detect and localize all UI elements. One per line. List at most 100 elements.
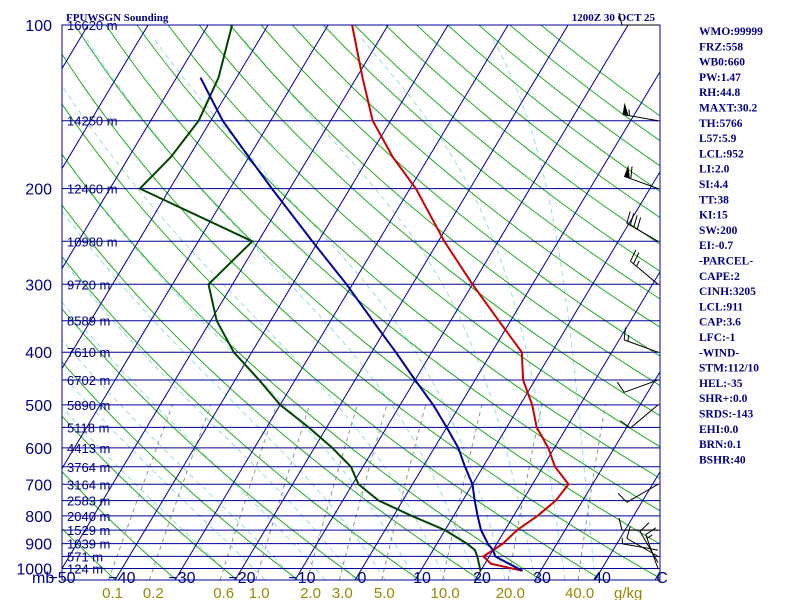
height-label: 5118 m [67,420,109,435]
wind-barb-full [633,252,640,264]
header-time: 1200Z 30 OCT 25 [572,12,656,24]
index-value: CAP:3.6 [699,317,741,329]
mixing-ratio-line [148,404,212,580]
index-value: RH:44.8 [699,87,740,99]
moist-adiabat [359,36,566,580]
wind-barb-staff [630,260,659,285]
wind-barb-staff [622,113,659,122]
wind-barb-full [633,215,638,228]
wind-barb-full [623,327,626,340]
height-label: 5890 m [67,398,110,413]
wind-barb-staff [626,222,659,242]
wind-barb [623,327,659,353]
mixing-ratio-label: 20.0 [496,585,525,600]
mixing-ratio-label: 1.0 [249,585,270,600]
wind-barb [620,404,659,429]
moist-adiabat [62,84,446,580]
isotherm [594,470,660,580]
temperature-tick-label: −20 [228,570,255,587]
index-value: PW:1.47 [699,72,741,84]
moist-adiabat [151,36,506,580]
wind-barb-flag [622,102,629,116]
mixing-ratio-axis: 0.1 0.2 0.6 1.0 2.0 3.0 5.0 10.0 20.0 40.0 g/kg [102,585,642,600]
index-value: STM:112/10 [699,363,759,375]
height-label: 3764 m [67,460,110,475]
mixing-ratio-line [338,404,388,580]
wind-barb [618,12,658,26]
isotherm [62,25,269,370]
height-label: 2040 m [67,509,110,524]
mixing-ratio-line [255,404,311,580]
wind-barb [626,211,659,242]
index-value: CINH:3205 [699,286,756,298]
temperature-tick-label: 40 [593,570,611,587]
index-value: WB0:660 [699,57,745,69]
index-value: KI:15 [699,210,728,222]
moist-adiabat [62,153,416,580]
temperature-axis: −50 −40 −30 −20 −10 0 10 20 30 40 C [48,570,667,587]
pressure-label: 700 [25,477,52,494]
dry-adiabat [291,25,660,328]
mixing-ratio-label: 5.0 [374,585,395,600]
dry-adiabat [74,25,660,545]
index-value: MAXT:30.2 [699,103,757,115]
temperature-profile [351,25,570,572]
wind-barb [626,526,659,557]
isotherm [0,25,28,580]
height-label: 12460 m [67,182,118,197]
wind-barb [629,249,659,285]
dry-adiabat [62,361,299,580]
isotherm [174,25,509,580]
dry-adiabat [62,527,116,580]
index-value: HEL:-35 [699,378,743,390]
pressure-label: 300 [25,277,52,294]
index-value: EI:-0.7 [699,240,733,252]
index-value: LFC:-1 [699,332,736,344]
wind-barb [624,165,659,190]
wind-barb-staff [630,404,659,429]
moist-adiabat [62,339,296,580]
dry-adiabat [105,25,660,512]
moist-adiabat [84,36,476,580]
plot-frame [61,24,661,581]
moist-adiabat [62,258,356,580]
pressure-unit-label: mb [32,570,54,587]
wind-barb-half [646,534,653,539]
mixing-ratio-label: 0.6 [213,585,234,600]
wind-barb-full [639,522,650,532]
isotherm [234,25,569,580]
index-value: LCL:911 [699,301,743,313]
isotherm [534,370,660,580]
isotherm [62,25,149,170]
temperature-tick-label: −30 [168,570,195,587]
height-label: 1039 m [67,537,110,552]
isotherm [354,70,660,580]
index-value: SW:200 [699,225,738,237]
height-label: 10980 m [67,234,118,249]
dry-adiabat [260,25,660,357]
dry-adiabat [167,25,660,448]
mixing-ratio-label: 3.0 [332,585,353,600]
wind-barb-staff [626,483,659,503]
index-value: L57:5.9 [699,133,737,145]
index-value: TT:38 [699,194,729,206]
wind-barb [617,483,659,503]
mixing-ratio-line [381,404,427,580]
dry-adiabat [62,308,360,580]
wind-barb [616,379,659,393]
wind-barb-half [636,260,640,267]
mixing-ratio-line [219,404,277,580]
isotherm [414,170,660,580]
isotherm [62,25,209,270]
dry-adiabat [62,103,603,580]
wind-barb-full [618,12,623,26]
temperature-tick-label: −40 [108,570,135,587]
mixing-ratio-line [306,404,358,580]
height-label: 16620 m [67,18,118,33]
mixing-ratio-label: 2.0 [300,585,321,600]
height-label: 3164 m [67,477,110,492]
wind-barb [639,522,659,563]
dry-adiabat [354,25,660,272]
index-value: CAPE:2 [699,271,740,283]
wind-barb [618,518,658,531]
